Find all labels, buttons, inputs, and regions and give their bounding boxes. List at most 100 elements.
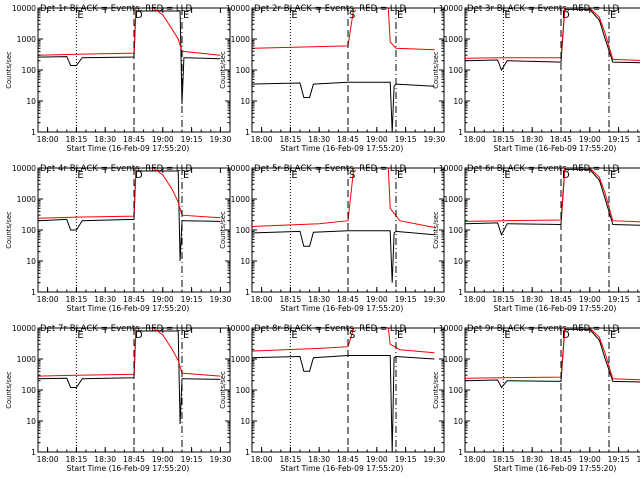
y-tick-label: 10000 <box>439 4 463 13</box>
x-tick-label: 19:30 <box>423 455 445 464</box>
segment-marker: D <box>135 330 143 341</box>
y-tick-label: 10000 <box>12 4 36 13</box>
segment-marker: S <box>349 10 355 21</box>
y-axis-label: Counts/sec <box>5 371 13 409</box>
segment-marker: S <box>349 170 355 181</box>
x-tick-label: 18:00 <box>251 455 273 464</box>
chart-title: Det 7r BLACK = Events, RED = LLD <box>40 324 192 334</box>
x-axis-label: Start Time (16-Feb-09 17:55:20) <box>67 464 190 473</box>
y-tick-label: 100 <box>22 386 37 395</box>
y-tick-label: 10000 <box>226 324 250 333</box>
x-tick-label: 18:45 <box>337 295 359 304</box>
x-tick-label: 19:15 <box>608 295 630 304</box>
y-axis-label: Counts/sec <box>219 211 227 249</box>
events-series-line <box>37 10 221 105</box>
segment-marker: E <box>183 170 189 181</box>
y-tick-label: 100 <box>449 386 464 395</box>
x-tick-label: 19:15 <box>608 455 630 464</box>
x-tick-label: 18:30 <box>94 135 116 144</box>
segment-marker: D <box>562 170 570 181</box>
x-tick-label: 19:15 <box>608 135 630 144</box>
x-tick-label: 18:30 <box>308 135 330 144</box>
segment-marker: E <box>77 10 83 21</box>
y-tick-label: 1000 <box>231 355 250 364</box>
x-tick-label: 19:15 <box>395 455 417 464</box>
x-tick-label: 19:00 <box>366 455 388 464</box>
x-axis-label: Start Time (16-Feb-09 17:55:20) <box>281 144 404 153</box>
plot-frame <box>464 7 640 133</box>
y-axis-label: Counts/sec <box>432 371 440 409</box>
y-tick-label: 10 <box>26 417 36 426</box>
y-axis-label: Counts/sec <box>5 51 13 89</box>
x-axis-label: Start Time (16-Feb-09 17:55:20) <box>67 304 190 313</box>
segment-marker: E <box>397 170 403 181</box>
x-tick-label: 18:15 <box>279 455 301 464</box>
x-tick-label: 18:00 <box>251 295 273 304</box>
x-tick-label: 18:00 <box>464 295 486 304</box>
x-tick-label: 18:15 <box>65 455 87 464</box>
x-tick-label: 18:15 <box>492 455 514 464</box>
segment-marker: D <box>135 170 143 181</box>
y-tick-label: 1000 <box>17 355 36 364</box>
x-tick-label: 18:15 <box>65 295 87 304</box>
x-tick-label: 19:30 <box>636 135 640 144</box>
x-tick-label: 18:30 <box>521 455 543 464</box>
events-series-line <box>251 81 435 133</box>
y-tick-label: 10000 <box>226 164 250 173</box>
x-tick-label: 18:30 <box>521 295 543 304</box>
y-tick-label: 1000 <box>231 35 250 44</box>
y-tick-label: 1 <box>31 288 36 297</box>
plot-frame <box>464 327 640 453</box>
y-tick-label: 10 <box>453 97 463 106</box>
segment-marker: E <box>77 170 83 181</box>
x-tick-label: 19:00 <box>579 135 601 144</box>
x-tick-label: 18:15 <box>279 295 301 304</box>
x-tick-label: 18:15 <box>279 135 301 144</box>
x-tick-label: 18:45 <box>123 135 145 144</box>
x-tick-label: 18:30 <box>521 135 543 144</box>
segment-marker: E <box>183 330 189 341</box>
x-tick-label: 18:45 <box>123 295 145 304</box>
x-tick-label: 19:00 <box>366 135 388 144</box>
y-tick-label: 10 <box>26 97 36 106</box>
y-tick-label: 10000 <box>439 324 463 333</box>
x-tick-label: 18:45 <box>123 455 145 464</box>
x-tick-label: 19:30 <box>636 295 640 304</box>
lld-series-line <box>37 7 221 56</box>
y-tick-label: 1 <box>31 128 36 137</box>
x-axis-label: Start Time (16-Feb-09 17:55:20) <box>494 464 617 473</box>
x-tick-label: 18:45 <box>337 135 359 144</box>
y-tick-label: 10 <box>26 257 36 266</box>
y-tick-label: 10 <box>453 417 463 426</box>
y-tick-label: 10 <box>240 97 250 106</box>
x-tick-label: 19:00 <box>152 455 174 464</box>
segment-marker: D <box>562 10 570 21</box>
y-tick-label: 10 <box>240 257 250 266</box>
y-tick-label: 1 <box>245 288 250 297</box>
x-tick-label: 19:30 <box>209 295 231 304</box>
x-tick-label: 19:15 <box>181 295 203 304</box>
x-tick-label: 19:00 <box>579 455 601 464</box>
y-tick-label: 1000 <box>231 195 250 204</box>
x-tick-label: 19:15 <box>395 135 417 144</box>
y-tick-label: 100 <box>236 66 251 75</box>
y-tick-label: 1 <box>245 448 250 457</box>
segment-marker: E <box>77 330 83 341</box>
y-tick-label: 1 <box>458 448 463 457</box>
x-tick-label: 18:45 <box>550 455 572 464</box>
segment-marker: S <box>349 330 355 341</box>
chart-title: Det 4r BLACK = Events, RED = LLD <box>40 164 192 174</box>
x-tick-label: 18:15 <box>492 135 514 144</box>
x-tick-label: 19:30 <box>423 135 445 144</box>
y-tick-label: 100 <box>22 66 37 75</box>
x-tick-label: 18:00 <box>464 135 486 144</box>
segment-marker: E <box>610 170 616 181</box>
x-tick-label: 18:30 <box>308 295 330 304</box>
